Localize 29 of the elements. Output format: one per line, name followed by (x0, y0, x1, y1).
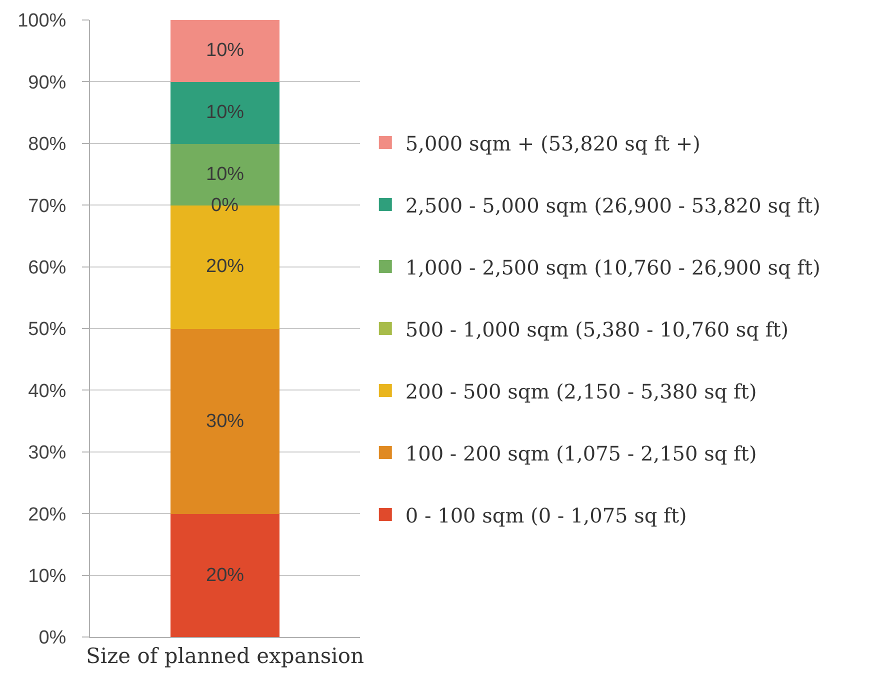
legend-label: 100 - 200 sqm (1,075 - 2,150 sq ft) (405, 441, 757, 466)
data-label: 20% (206, 565, 244, 586)
bar (170, 328, 280, 514)
y-tick-label: 100% (18, 10, 66, 32)
data-label: 20% (206, 256, 244, 277)
data-label: 30% (206, 411, 244, 432)
data-label: 10% (206, 102, 244, 123)
legend-label: 1,000 - 2,500 sqm (10,760 - 26,900 sq ft) (405, 255, 820, 280)
y-tick-label: 50% (28, 319, 66, 340)
bar (170, 20, 280, 82)
y-tick-label: 40% (28, 380, 66, 402)
y-tick-label: 10% (28, 566, 66, 587)
y-tick-label: 20% (28, 504, 66, 526)
legend-label: 500 - 1,000 sqm (5,380 - 10,760 sq ft) (405, 317, 789, 342)
legend-label: 200 - 500 sqm (2,150 - 5,380 sq ft) (405, 379, 757, 404)
bar (170, 513, 280, 637)
legend-label: 5,000 sqm + (53,820 sq ft +) (405, 131, 700, 156)
y-tick-label: 30% (28, 442, 66, 464)
data-label: 10% (206, 40, 244, 61)
data-label: 10% (206, 164, 244, 185)
y-tick-label: 90% (28, 72, 66, 94)
x-tick-label: Size of planned expansion (86, 644, 364, 668)
y-tick-label: 80% (28, 134, 66, 156)
bar (170, 81, 280, 144)
y-tick-label: 0% (38, 628, 66, 649)
legend-label: 2,500 - 5,000 sqm (26,900 - 53,820 sq ft) (405, 193, 820, 218)
y-tick-label: 60% (28, 257, 66, 278)
y-tick-label: 70% (28, 196, 66, 217)
legend-label: 0 - 100 sqm (0 - 1,075 sq ft) (405, 503, 687, 528)
